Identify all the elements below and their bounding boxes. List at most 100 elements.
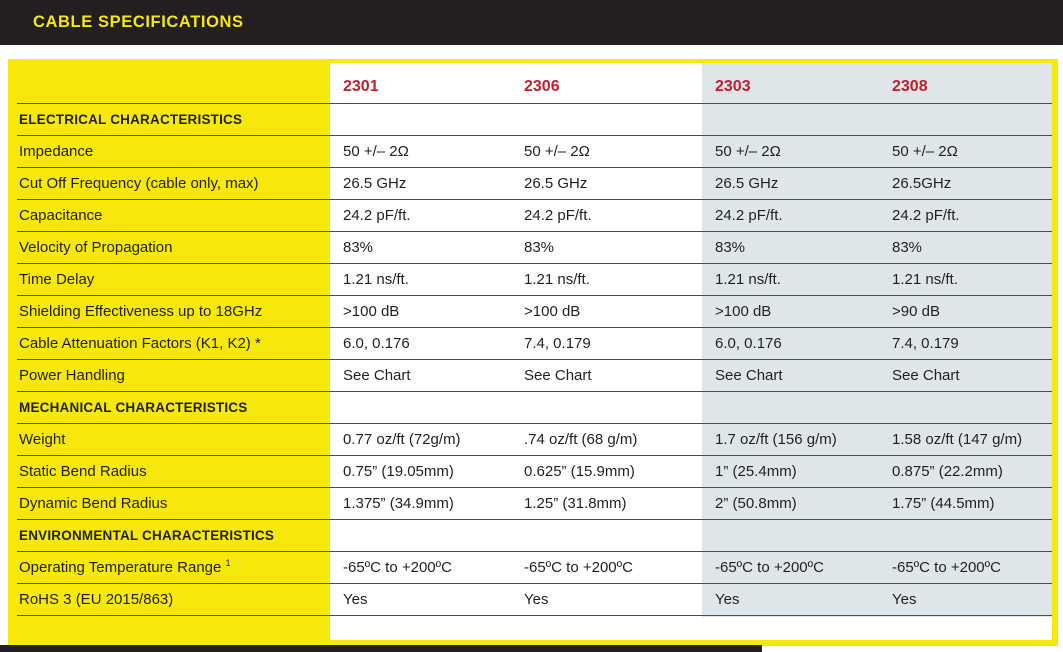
row-label-text: ELECTRICAL CHARACTERISTICS bbox=[19, 112, 243, 127]
cell-value: 50 +/– 2Ω bbox=[892, 143, 958, 160]
section-header-row: ELECTRICAL CHARACTERISTICS bbox=[17, 104, 1052, 136]
row-label: Cable Attenuation Factors (K1, K2) * bbox=[17, 335, 330, 352]
cell-value: 0.75” (19.05mm) bbox=[343, 463, 454, 480]
table-rows: 2301 2306 2303 2308 ELECTRICAL CHARACTERISTI… bbox=[17, 63, 1052, 616]
cell-value: 83% bbox=[343, 239, 374, 256]
cell-value: 24.2 pF/ft. bbox=[892, 207, 960, 224]
row-label: RoHS 3 (EU 2015/863) bbox=[17, 591, 330, 608]
row-label-text: Dynamic Bend Radius bbox=[19, 495, 168, 512]
cell-value: 1.21 ns/ft. bbox=[892, 271, 958, 288]
row-label: Weight bbox=[17, 431, 330, 448]
table-row: Static Bend Radius 0.75” (19.05mm) 0.625” … bbox=[17, 456, 1052, 488]
cell-value: -65ºC to +200ºC bbox=[715, 559, 824, 576]
row-label: Operating Temperature Range 1 bbox=[17, 559, 330, 576]
cable-spec-table: 2301 2306 2303 2308 ELECTRICAL CHARACTERISTI… bbox=[8, 59, 1058, 646]
cell-value: 1.25” (31.8mm) bbox=[524, 495, 627, 512]
cell-value: 6.0, 0.176 bbox=[343, 335, 410, 352]
row-label: Capacitance bbox=[17, 207, 330, 224]
cell-value: See Chart bbox=[524, 367, 592, 384]
cell-value: 1” (25.4mm) bbox=[715, 463, 797, 480]
cell-value: See Chart bbox=[892, 367, 960, 384]
cell-value: 0.625” (15.9mm) bbox=[524, 463, 635, 480]
cell-value: 1.375” (34.9mm) bbox=[343, 495, 454, 512]
row-label: Impedance bbox=[17, 143, 330, 160]
row-label: Time Delay bbox=[17, 271, 330, 288]
section-header-row: ENVIRONMENTAL CHARACTERISTICS bbox=[17, 520, 1052, 552]
column-header-2306: 2306 bbox=[524, 78, 560, 95]
row-label: Shielding Effectiveness up to 18GHz bbox=[17, 303, 330, 320]
row-label: ENVIRONMENTAL CHARACTERISTICS bbox=[17, 528, 330, 543]
row-label-text: Cable Attenuation Factors (K1, K2) * bbox=[19, 335, 261, 352]
row-label-text: MECHANICAL CHARACTERISTICS bbox=[19, 400, 248, 415]
row-label-text: Shielding Effectiveness up to 18GHz bbox=[19, 303, 263, 320]
cell-value: 50 +/– 2Ω bbox=[343, 143, 409, 160]
cell-value: 7.4, 0.179 bbox=[524, 335, 591, 352]
cell-value: 26.5 GHz bbox=[524, 175, 588, 192]
cell-value: 50 +/– 2Ω bbox=[524, 143, 590, 160]
cell-value: 0.77 oz/ft (72g/m) bbox=[343, 431, 461, 448]
table-row: Power Handling See Chart See Chart See Char… bbox=[17, 360, 1052, 392]
row-label-text: Time Delay bbox=[19, 271, 95, 288]
row-label-text: ENVIRONMENTAL CHARACTERISTICS bbox=[19, 528, 275, 543]
cell-value: 83% bbox=[524, 239, 555, 256]
cell-value: -65ºC to +200ºC bbox=[343, 559, 452, 576]
cell-value: 24.2 pF/ft. bbox=[715, 207, 783, 224]
row-label-text: Cut Off Frequency (cable only, max) bbox=[19, 175, 259, 192]
table-row: RoHS 3 (EU 2015/863) Yes Yes Yes Yes bbox=[17, 584, 1052, 616]
row-label-text: Power Handling bbox=[19, 367, 125, 384]
cell-value: Yes bbox=[524, 591, 549, 608]
cell-value: 50 +/– 2Ω bbox=[715, 143, 781, 160]
page-title: CABLE SPECIFICATIONS bbox=[33, 13, 244, 31]
cell-value: Yes bbox=[892, 591, 917, 608]
title-bar: CABLE SPECIFICATIONS bbox=[0, 0, 1063, 45]
column-header-2308: 2308 bbox=[892, 78, 928, 95]
row-label: Cut Off Frequency (cable only, max) bbox=[17, 175, 330, 192]
cell-value: 1.58 oz/ft (147 g/m) bbox=[892, 431, 1023, 448]
column-header-2303: 2303 bbox=[715, 78, 751, 95]
cell-value: 26.5 GHz bbox=[343, 175, 407, 192]
cell-value: Yes bbox=[715, 591, 740, 608]
cell-value: Yes bbox=[343, 591, 368, 608]
cell-value: >90 dB bbox=[892, 303, 940, 320]
cell-value: 83% bbox=[715, 239, 746, 256]
cell-value: 83% bbox=[892, 239, 923, 256]
row-label-text: Static Bend Radius bbox=[19, 463, 147, 480]
cell-value: See Chart bbox=[343, 367, 411, 384]
cell-value: 2” (50.8mm) bbox=[715, 495, 797, 512]
cell-value: 1.21 ns/ft. bbox=[715, 271, 781, 288]
cell-value: .74 oz/ft (68 g/m) bbox=[524, 431, 638, 448]
row-label: Dynamic Bend Radius bbox=[17, 495, 330, 512]
row-label-text: Operating Temperature Range bbox=[19, 559, 222, 576]
column-header-2301: 2301 bbox=[343, 78, 379, 95]
table-row: Shielding Effectiveness up to 18GHz >100 … bbox=[17, 296, 1052, 328]
cell-value: 26.5GHz bbox=[892, 175, 952, 192]
cell-value: -65ºC to +200ºC bbox=[892, 559, 1001, 576]
highlighted-columns-panel bbox=[702, 63, 1052, 617]
row-label: ELECTRICAL CHARACTERISTICS bbox=[17, 112, 330, 127]
table-row: Weight 0.77 oz/ft (72g/m) .74 oz/ft (68 g/… bbox=[17, 424, 1052, 456]
cell-value: See Chart bbox=[715, 367, 783, 384]
row-label: Power Handling bbox=[17, 367, 330, 384]
row-label-text: RoHS 3 (EU 2015/863) bbox=[19, 591, 174, 608]
bottom-black-strip bbox=[0, 645, 762, 652]
row-label-text: Capacitance bbox=[19, 207, 103, 224]
cell-value: 26.5 GHz bbox=[715, 175, 779, 192]
table-row: Time Delay 1.21 ns/ft. 1.21 ns/ft. 1.21 ns/… bbox=[17, 264, 1052, 296]
row-label-text: Velocity of Propagation bbox=[19, 239, 173, 256]
cell-value: >100 dB bbox=[524, 303, 581, 320]
table-row: Operating Temperature Range 1 -65ºC to +2… bbox=[17, 552, 1052, 584]
column-header-row: 2301 2306 2303 2308 bbox=[17, 63, 1052, 104]
row-label: Velocity of Propagation bbox=[17, 239, 330, 256]
cell-value: 24.2 pF/ft. bbox=[524, 207, 592, 224]
cell-value: 24.2 pF/ft. bbox=[343, 207, 411, 224]
row-label-footnote: 1 bbox=[225, 559, 231, 568]
cell-value: 1.75” (44.5mm) bbox=[892, 495, 995, 512]
table-row: Capacitance 24.2 pF/ft. 24.2 pF/ft. 24.2 pF… bbox=[17, 200, 1052, 232]
row-label-text: Weight bbox=[19, 431, 66, 448]
cell-value: 6.0, 0.176 bbox=[715, 335, 782, 352]
cell-value: >100 dB bbox=[715, 303, 772, 320]
cell-value: >100 dB bbox=[343, 303, 400, 320]
row-label: MECHANICAL CHARACTERISTICS bbox=[17, 400, 330, 415]
cell-value: 1.7 oz/ft (156 g/m) bbox=[715, 431, 837, 448]
